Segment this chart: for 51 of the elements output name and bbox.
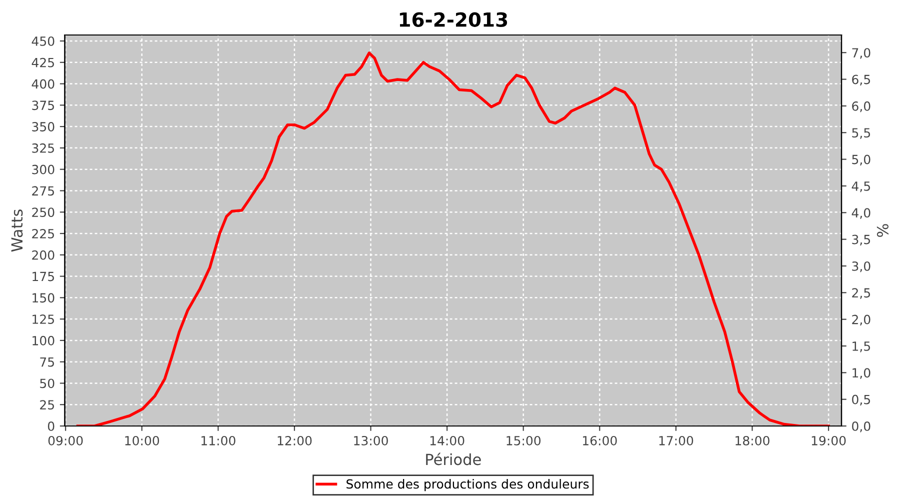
x-axis-title: Période [426, 452, 481, 466]
x-tick-label: 12:00 [278, 436, 312, 446]
legend-label: Somme des productions des onduleurs [346, 479, 589, 492]
y2-tick-label: 7,0 [852, 48, 870, 59]
y2-tick-label: 0,5 [852, 394, 870, 406]
y2-tick-label: 5,5 [852, 128, 870, 139]
y-tick-label: 225 [32, 228, 54, 238]
x-tick-label: 19:00 [812, 436, 846, 446]
y-tick-label: 250 [32, 208, 54, 218]
y-axis-title: Watts [11, 210, 23, 252]
y2-tick-label: 0,0 [852, 421, 870, 432]
y2-tick-label: 1,5 [852, 342, 870, 352]
line-series [76, 52, 830, 426]
y-tick-label: 275 [32, 186, 54, 196]
y2-tick-label: 6,5 [852, 74, 870, 86]
y2-tick-label: 4,0 [852, 208, 870, 219]
y-tick-label: 50 [40, 378, 54, 388]
y-tick-label: 450 [32, 36, 54, 46]
x-tick-label: 10:00 [125, 436, 160, 446]
chart-title: 16-2-2013 [400, 12, 508, 27]
y-tick-label: 0 [48, 421, 54, 431]
x-tick-label: 17:00 [659, 436, 694, 446]
y-tick-label: 150 [32, 293, 54, 303]
y2-tick-label: 1,0 [852, 368, 870, 379]
x-tick-label: 14:00 [430, 436, 464, 446]
y2-tick-label: 5,0 [852, 154, 870, 166]
y2-tick-label: 4,5 [852, 182, 870, 192]
y-tick-label: 125 [32, 314, 54, 324]
y2-tick-label: 3,5 [852, 234, 870, 246]
y-tick-label: 375 [32, 100, 54, 110]
y-tick-label: 350 [32, 122, 54, 132]
x-tick-label: 18:00 [736, 436, 770, 446]
y-tick-label: 175 [32, 272, 54, 282]
y-tick-label: 25 [40, 400, 54, 410]
x-tick-label: 09:00 [48, 436, 83, 446]
y2-tick-label: 2,0 [852, 314, 870, 326]
y-tick-label: 300 [32, 164, 54, 174]
y-tick-label: 100 [32, 336, 54, 346]
y2-tick-label: 6,0 [852, 101, 870, 112]
x-tick-label: 16:00 [583, 436, 617, 446]
y2-axis-title: % [876, 224, 888, 237]
y-tick-label: 400 [32, 79, 54, 89]
y-tick-label: 75 [40, 357, 54, 367]
y-tick-label: 425 [32, 58, 54, 68]
y-tick-label: 325 [32, 143, 54, 153]
x-tick-label: 15:00 [506, 436, 541, 446]
x-tick-label: 11:00 [202, 436, 236, 446]
y2-tick-label: 3,0 [852, 261, 870, 272]
x-tick-label: 13:00 [354, 436, 388, 446]
y2-tick-label: 2,5 [852, 288, 870, 299]
y-tick-label: 200 [32, 250, 54, 260]
